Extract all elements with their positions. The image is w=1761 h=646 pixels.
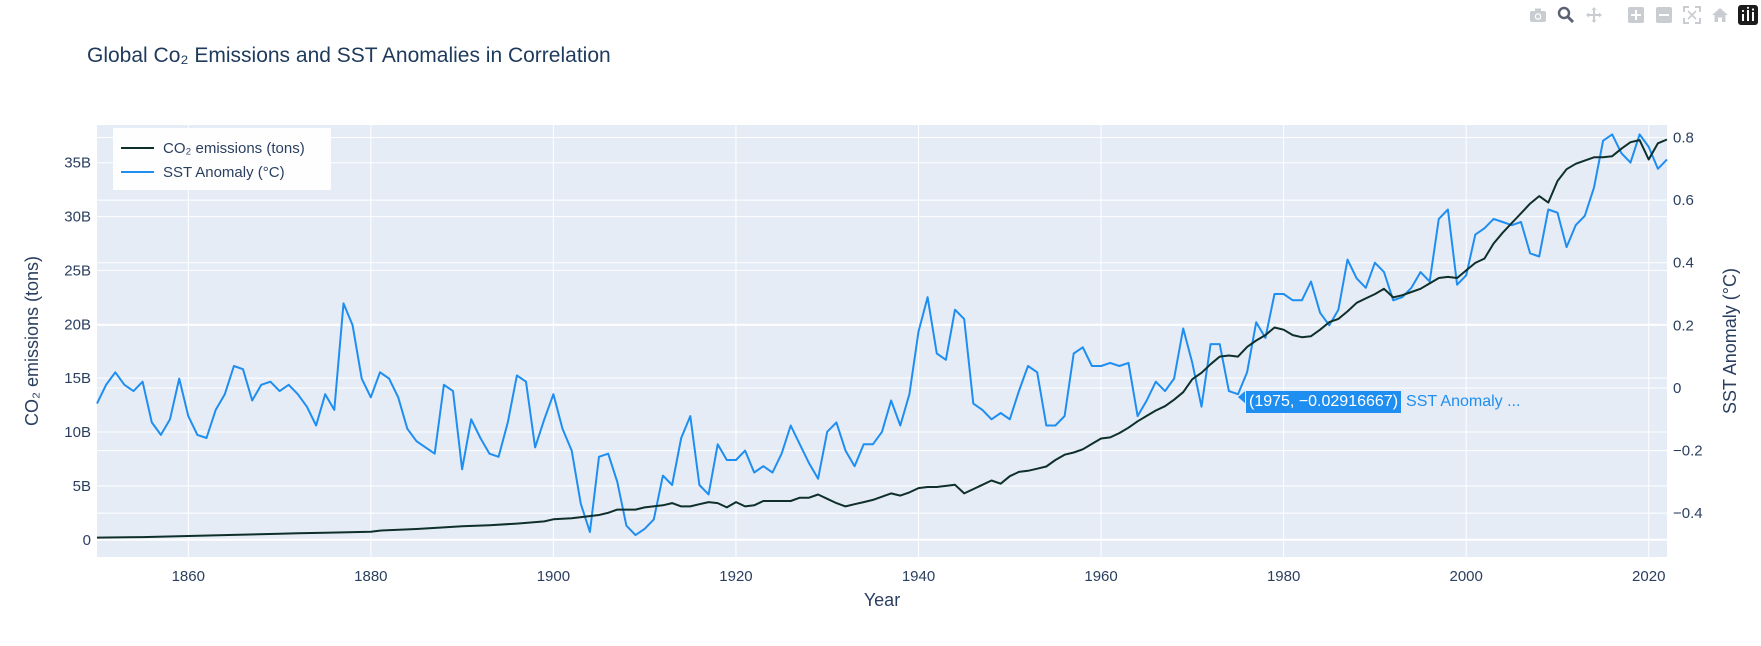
y-tick-label: 35B [64, 155, 91, 172]
chart-title: Global Co₂ Emissions and SST Anomalies i… [87, 44, 611, 67]
x-tick-label: 1900 [537, 568, 570, 585]
y2-tick-label: −0.2 [1673, 443, 1703, 460]
y2-tick-label: 0.8 [1673, 130, 1694, 147]
y-tick-label: 25B [64, 262, 91, 279]
y2-tick-label: −0.4 [1673, 505, 1703, 522]
y2-tick-label: 0.4 [1673, 255, 1694, 272]
home-icon[interactable] [1709, 4, 1731, 26]
y-tick-label: 0 [83, 532, 91, 549]
zoom-out-icon[interactable] [1653, 4, 1675, 26]
y-tick-label: 5B [73, 478, 91, 495]
plotly-logo-icon[interactable] [1737, 4, 1759, 26]
x-tick-label: 1980 [1267, 568, 1300, 585]
legend-background [113, 128, 331, 190]
zoom-icon[interactable] [1555, 4, 1577, 26]
x-tick-label: 1960 [1084, 568, 1117, 585]
y-tick-label: 30B [64, 209, 91, 226]
x-tick-label: 1920 [719, 568, 752, 585]
y2-tick-label: 0.2 [1673, 317, 1694, 334]
hover-pointer [1237, 391, 1245, 404]
hover-value: (1975, −0.02916667) [1246, 391, 1402, 413]
x-tick-label: 2000 [1449, 568, 1482, 585]
x-tick-label: 2020 [1632, 568, 1665, 585]
zoom-in-icon[interactable] [1625, 4, 1647, 26]
y-tick-label: 10B [64, 424, 91, 441]
y2-tick-label: 0 [1673, 380, 1681, 397]
hover-tooltip: (1975, −0.02916667) SST Anomaly ... [1246, 391, 1520, 413]
gridlines [97, 125, 1667, 557]
y2-axis-title: SST Anomaly (°C) [1720, 268, 1740, 414]
camera-icon[interactable] [1527, 4, 1549, 26]
legend-label-sst[interactable]: SST Anomaly (°C) [163, 164, 285, 181]
y-tick-label: 20B [64, 316, 91, 333]
x-axis-title: Year [864, 590, 900, 610]
legend-label-co2[interactable]: CO₂ emissions (tons) [163, 140, 305, 157]
modebar [1527, 4, 1759, 26]
y-tick-label: 15B [64, 370, 91, 387]
legend: CO₂ emissions (tons) SST Anomaly (°C) [113, 128, 331, 190]
y-axis-title: CO₂ emissions (tons) [22, 256, 42, 426]
x-tick-label: 1940 [902, 568, 935, 585]
autoscale-icon[interactable] [1681, 4, 1703, 26]
y2-tick-label: 0.6 [1673, 192, 1694, 209]
tick-labels: 1860 1880 1900 1920 1940 1960 1980 2000 2020 0 5B 1… [64, 130, 1702, 585]
hover-series-name: SST Anomaly ... [1406, 393, 1521, 410]
co2-emissions-line[interactable] [96, 138, 1668, 539]
series-lines [96, 133, 1668, 539]
x-tick-label: 1860 [172, 568, 205, 585]
x-tick-label: 1880 [354, 568, 387, 585]
pan-icon[interactable] [1583, 4, 1605, 26]
plot-area[interactable] [97, 125, 1667, 557]
